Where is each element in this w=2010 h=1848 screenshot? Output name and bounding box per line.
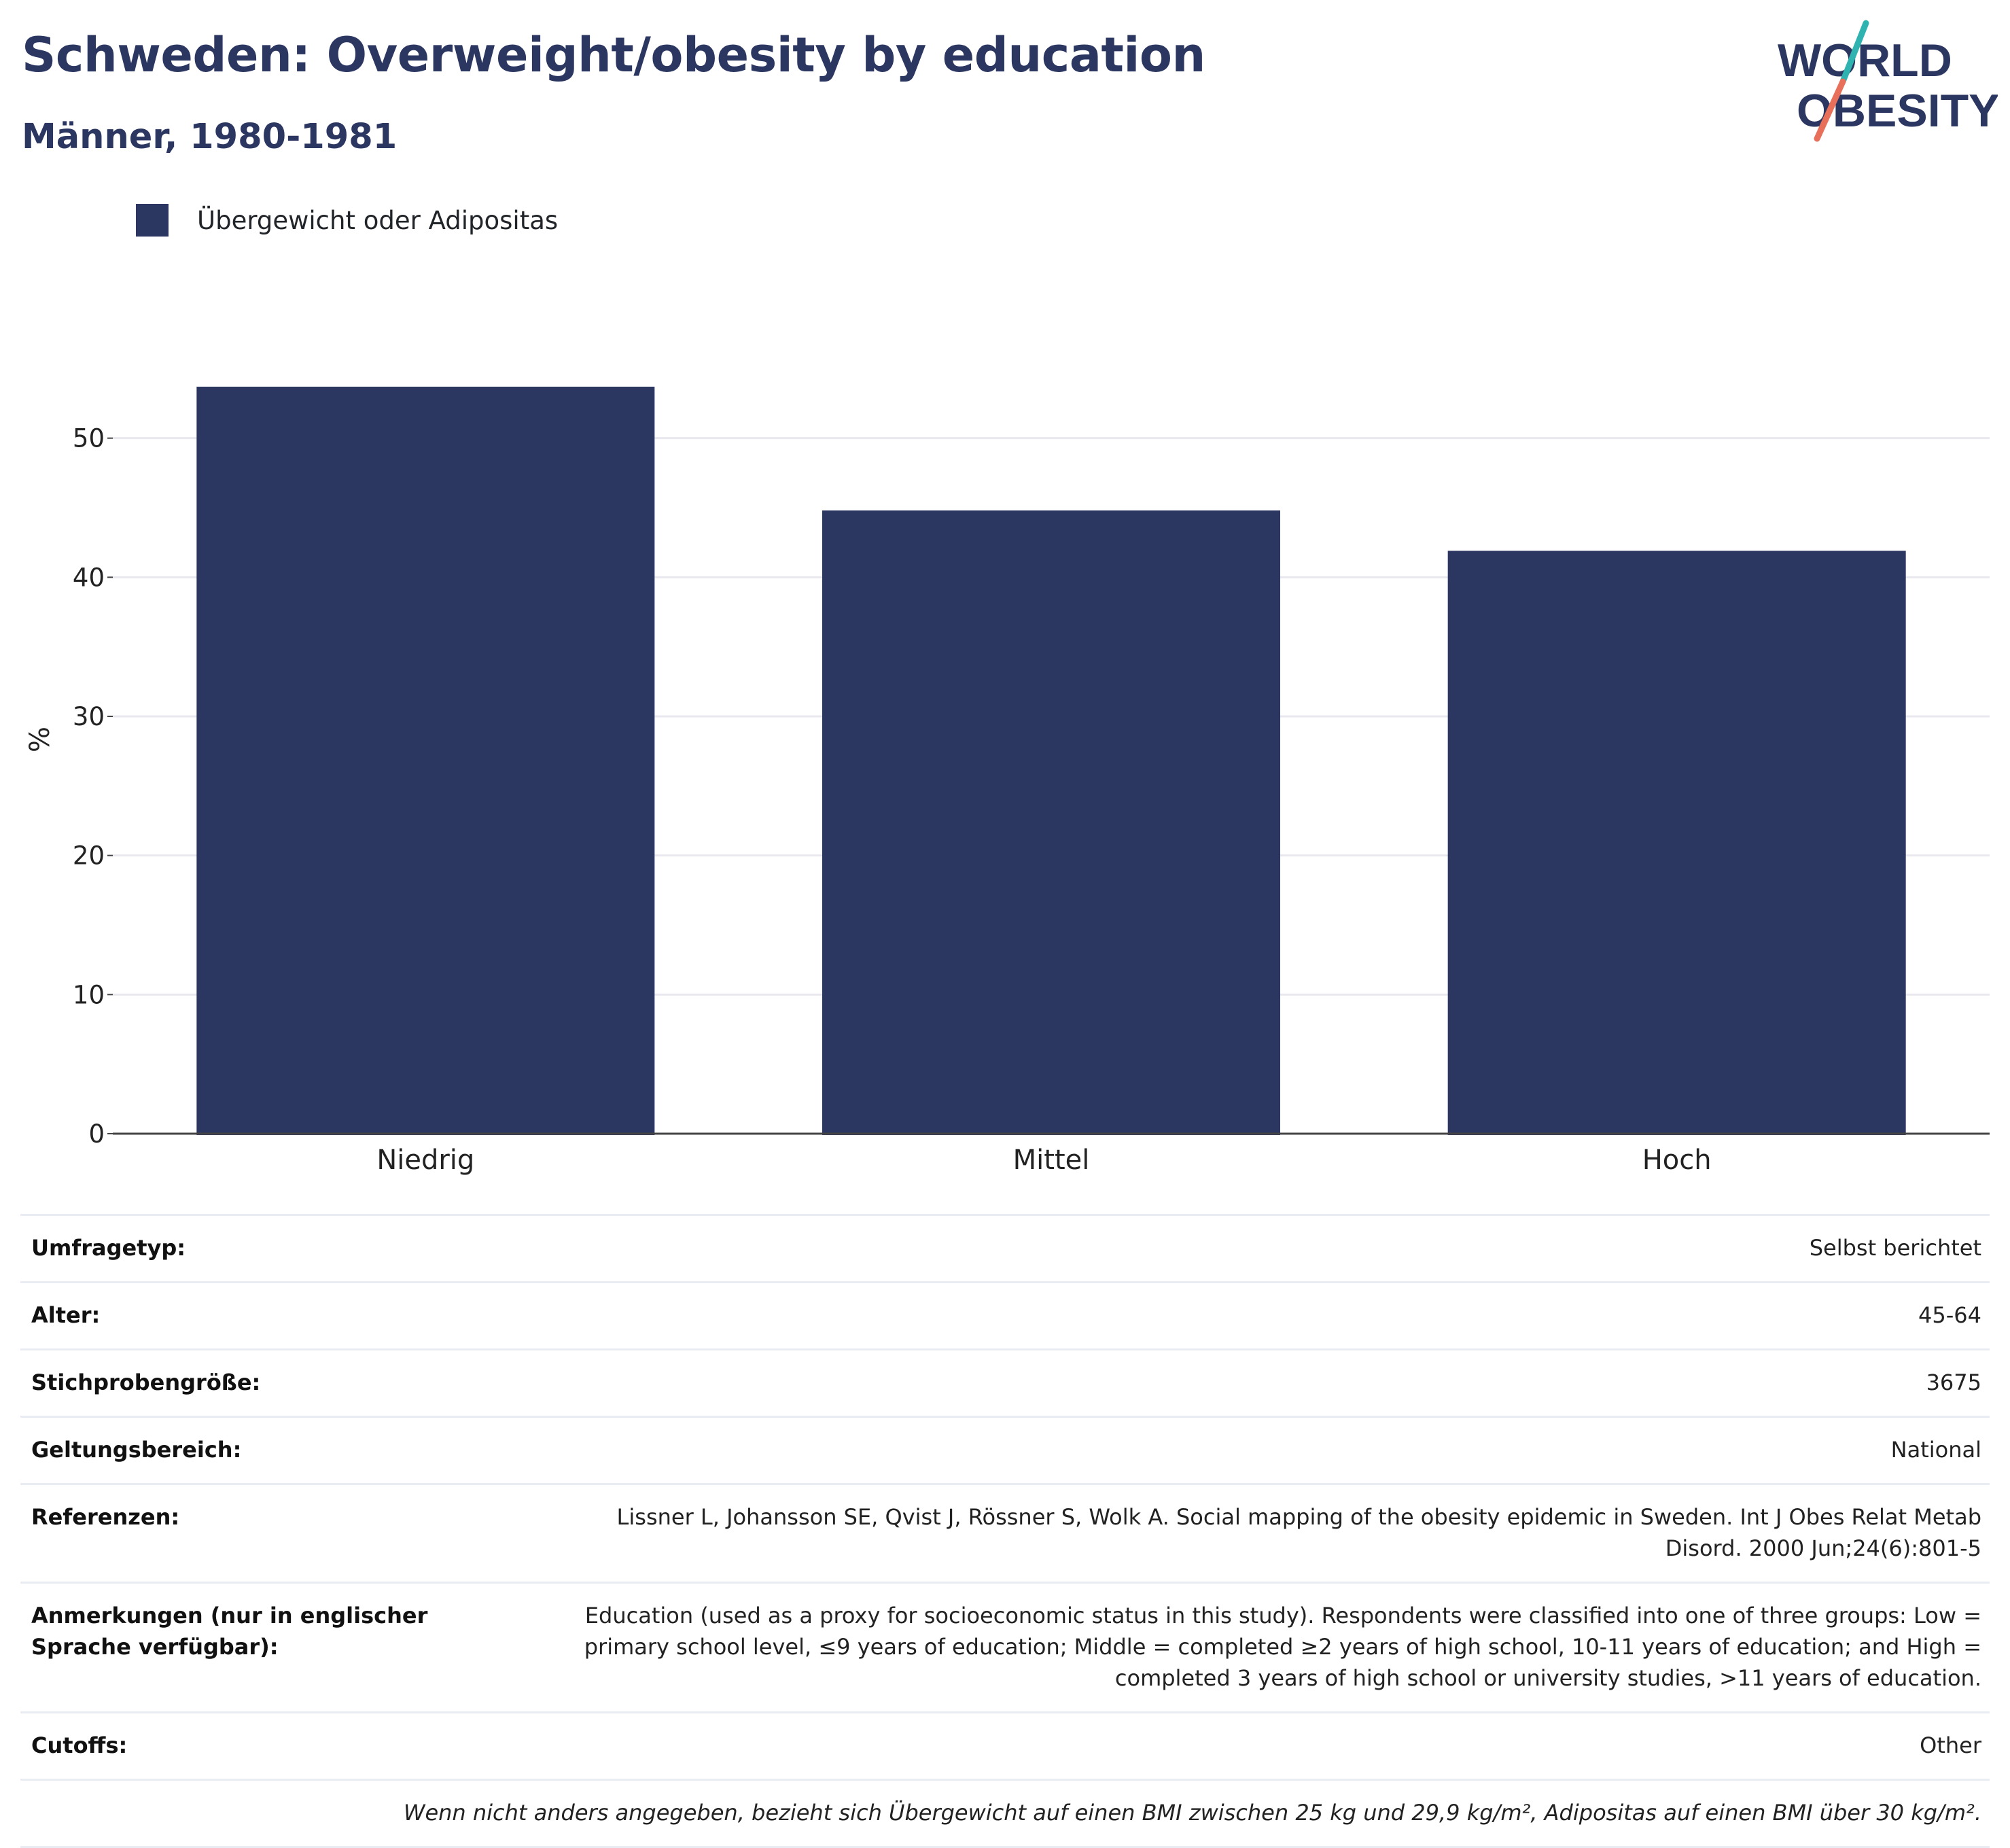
bar [822, 510, 1280, 1135]
metadata-label: Anmerkungen (nur in englischer Sprache v… [31, 1603, 428, 1660]
bar [1447, 551, 1906, 1135]
chart-title: Schweden: Overweight/obesity by educatio… [22, 27, 1205, 83]
metadata-row: Anmerkungen (nur in englischer Sprache v… [20, 1582, 1990, 1711]
metadata-row: Referenzen: Lissner L, Johansson SE, Qvis… [20, 1483, 1990, 1582]
metadata-label: Referenzen: [31, 1504, 180, 1530]
metadata-value: Selbst berichtet [1809, 1235, 1981, 1261]
bar [196, 386, 655, 1136]
metadata-row: Alter: 45-64 [20, 1281, 1990, 1348]
x-tick-label: Niedrig [376, 1145, 474, 1176]
metadata-label: Cutoffs: [31, 1732, 128, 1758]
y-axis-label: % [24, 727, 56, 752]
bar-chart: 0 10 20 30 40 50 Niedrig Mittel Hoch% [24, 386, 1990, 1176]
y-tick-label: 40 [73, 563, 105, 592]
definition-note: Wenn nicht anders angegeben, bezieht sic… [403, 1800, 1981, 1826]
metadata-label: Geltungsbereich: [31, 1437, 242, 1463]
metadata-value: Education (used as a proxy for socioecon… [584, 1603, 1981, 1691]
y-tick-label: 30 [73, 702, 105, 731]
metadata-label: Umfragetyp: [31, 1235, 186, 1261]
legend-swatch [136, 204, 169, 237]
metadata-label: Alter: [31, 1302, 101, 1328]
chart-subtitle: Männer, 1980-1981 [22, 117, 398, 157]
metadata-value: 45-64 [1918, 1302, 1981, 1328]
legend-label: Übergewicht oder Adipositas [197, 205, 559, 235]
metadata-value: Lissner L, Johansson SE, Qvist J, Rössne… [616, 1504, 1981, 1561]
y-tick-label: 10 [73, 980, 105, 1009]
metadata-value: Other [1920, 1732, 1981, 1758]
metadata-table: Umfragetyp: Selbst berichtet Alter: 45-64 St… [20, 1214, 1990, 1848]
logo-slash-teal [1839, 20, 1869, 85]
definition-note-row: Wenn nicht anders angegeben, bezieht sic… [20, 1779, 1990, 1848]
logo-slash-coral [1814, 78, 1846, 142]
metadata-row: Stichprobengröße: 3675 [20, 1348, 1990, 1416]
logo-line1: WORLD [1778, 35, 1952, 86]
x-tick-label: Hoch [1642, 1145, 1712, 1176]
metadata-row: Geltungsbereich: National [20, 1416, 1990, 1483]
metadata-value: 3675 [1926, 1370, 1981, 1395]
y-tick-label: 20 [73, 841, 105, 871]
metadata-row: Umfragetyp: Selbst berichtet [20, 1214, 1990, 1281]
x-tick-label: Mittel [1013, 1145, 1090, 1176]
y-tick-label: 50 [73, 424, 105, 453]
world-obesity-logo[interactable]: WORLD OBESITY [1767, 14, 1998, 150]
metadata-row: Cutoffs: Other [20, 1711, 1990, 1779]
legend[interactable]: Übergewicht oder Adipositas [136, 201, 558, 239]
metadata-label: Stichprobengröße: [31, 1370, 261, 1395]
metadata-value: National [1890, 1437, 1981, 1463]
y-tick-label: 0 [88, 1119, 105, 1149]
